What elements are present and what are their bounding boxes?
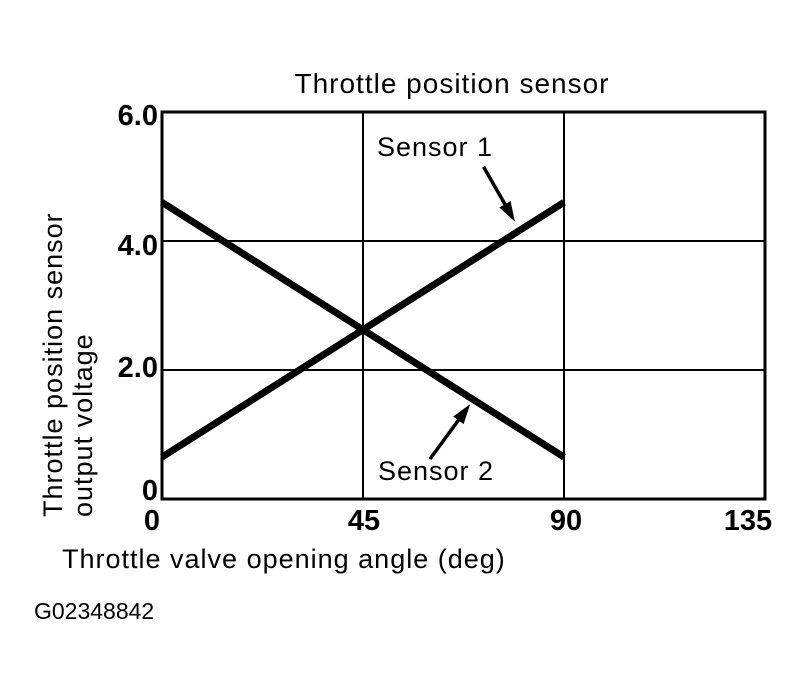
x-axis-label: Throttle valve opening angle (deg): [62, 544, 506, 574]
plot-frame: [160, 110, 767, 501]
annotation-arrow-head-sensor-1: [499, 201, 515, 222]
figure-id: G02348842: [34, 598, 155, 624]
series-line-sensor-2: [160, 199, 566, 461]
annotation-arrow-shaft-sensor-2: [428, 416, 463, 461]
x-tick-45: 45: [347, 505, 381, 537]
series-label-sensor-1: Sensor 1: [377, 132, 494, 162]
x-tick-90: 90: [549, 505, 583, 537]
x-tick-0: 0: [143, 505, 161, 537]
y-tick-0: 0: [141, 475, 158, 507]
y-axis-label-line1: Throttle position sensor: [38, 212, 68, 517]
chart-title: Throttle position sensor: [294, 68, 610, 99]
y-axis-label: Throttle position sensor output voltage: [38, 128, 98, 517]
y-tick-6: 6.0: [117, 100, 158, 132]
annotation-arrow-head-sensor-2: [453, 404, 471, 425]
annotation-arrow-shaft-sensor-1: [482, 165, 509, 209]
y-tick-2: 2.0: [117, 352, 158, 384]
y-tick-4: 4.0: [117, 230, 158, 262]
series-label-sensor-2: Sensor 2: [378, 456, 495, 486]
x-tick-135: 135: [723, 505, 773, 537]
